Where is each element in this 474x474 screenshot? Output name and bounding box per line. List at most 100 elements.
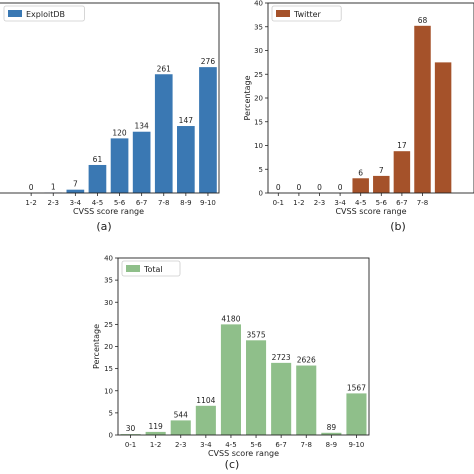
x-tick-label: 2-3 bbox=[314, 199, 325, 207]
y-tick-label: 0 bbox=[109, 432, 113, 440]
x-tick-label: 0-1 bbox=[273, 199, 284, 207]
bar-value-label: 147 bbox=[179, 116, 194, 125]
bar-9-10 bbox=[346, 393, 367, 435]
bar-value-label: 68 bbox=[418, 16, 428, 25]
bar-6-7 bbox=[393, 151, 411, 193]
x-tick-label: 6-7 bbox=[275, 441, 286, 449]
legend: Total bbox=[121, 260, 181, 277]
y-tick-label: 30 bbox=[254, 47, 263, 55]
bar-3-4 bbox=[66, 189, 85, 193]
bar-5-6 bbox=[246, 340, 267, 435]
legend-label: ExploitDB bbox=[26, 10, 65, 19]
bar-5-6 bbox=[110, 138, 129, 194]
x-tick-label: 2-3 bbox=[48, 199, 59, 207]
bar-6-7 bbox=[132, 131, 151, 193]
legend-label: Total bbox=[143, 265, 163, 274]
bar-value-label: 0 bbox=[276, 183, 281, 192]
bar-6-7 bbox=[271, 362, 292, 435]
x-tick-label: 6-7 bbox=[136, 199, 147, 207]
bar-1-2 bbox=[145, 431, 166, 435]
x-tick-label: 4-5 bbox=[92, 199, 103, 207]
y-tick-label: 15 bbox=[104, 365, 113, 373]
panel-caption: (b) bbox=[390, 220, 406, 233]
y-axis-label: Percentage bbox=[243, 75, 252, 120]
bar-4-5 bbox=[352, 178, 369, 193]
panel-caption: (a) bbox=[96, 220, 111, 233]
legend-swatch bbox=[276, 10, 290, 17]
x-axis-label: CVSS score range bbox=[73, 207, 144, 216]
bar-value-label: 17 bbox=[397, 141, 407, 150]
x-tick-label: 3-4 bbox=[200, 441, 212, 449]
bar-8-9 bbox=[434, 62, 452, 194]
y-axis-label: Percentage bbox=[92, 324, 101, 369]
x-tick-label: 4-5 bbox=[225, 441, 236, 449]
legend: ExploitDB bbox=[3, 5, 85, 22]
bar-value-label: 1567 bbox=[347, 383, 366, 392]
bar-value-label: 0 bbox=[338, 183, 343, 192]
bar-3-4 bbox=[195, 405, 216, 435]
y-tick-label: 10 bbox=[254, 142, 263, 150]
bar-2-3 bbox=[170, 420, 191, 435]
bar-value-label: 4180 bbox=[221, 314, 240, 323]
x-tick-label: 3-4 bbox=[334, 199, 346, 207]
bar-value-label: 120 bbox=[112, 128, 127, 137]
y-tick-label: 15 bbox=[254, 118, 263, 126]
legend-box bbox=[121, 260, 181, 277]
y-tick-label: 20 bbox=[104, 343, 113, 351]
chart-panel-2: 0 0-1 0 1-2 0 2-3 0 3-4 6 4-5 7 5-6 17 6-7 68 7-8 0 5 10 15… bbox=[243, 0, 474, 233]
y-tick-label: 5 bbox=[259, 166, 263, 174]
x-tick-label: 8-9 bbox=[180, 199, 191, 207]
bar-value-label: 2723 bbox=[272, 353, 291, 362]
bar-value-label: 6 bbox=[358, 168, 363, 177]
y-tick-label: 25 bbox=[104, 321, 113, 329]
x-tick-label: 9-10 bbox=[200, 199, 216, 207]
bar-4-5 bbox=[88, 164, 107, 193]
chart-panel-1: 0 1-2 1 2-3 7 3-4 61 4-5 120 5-6 134 6-7 261 7-8 147 8-… bbox=[0, 2, 220, 233]
x-tick-label: 1-2 bbox=[293, 199, 304, 207]
bar-value-label: 0 bbox=[317, 183, 322, 192]
bar-9-10 bbox=[199, 67, 217, 194]
x-tick-label: 5-6 bbox=[376, 199, 388, 207]
x-tick-label: 4-5 bbox=[355, 199, 366, 207]
bar-value-label: 2626 bbox=[297, 356, 316, 365]
x-tick-label: 1-2 bbox=[150, 441, 161, 449]
y-tick-label: 30 bbox=[104, 299, 113, 307]
bar-value-label: 544 bbox=[174, 410, 189, 419]
y-tick-label: 5 bbox=[109, 409, 113, 417]
bar-value-label: 0 bbox=[297, 183, 302, 192]
x-tick-label: 7-8 bbox=[158, 199, 169, 207]
bar-value-label: 276 bbox=[201, 57, 216, 66]
y-tick-label: 40 bbox=[254, 0, 263, 8]
bar-5-6 bbox=[373, 175, 390, 193]
legend-swatch bbox=[8, 10, 22, 17]
bar-value-label: 0 bbox=[29, 183, 34, 192]
x-tick-label: 0-1 bbox=[125, 441, 136, 449]
legend-box bbox=[271, 5, 342, 22]
legend-swatch bbox=[126, 265, 140, 272]
bar-value-label: 1 bbox=[51, 183, 56, 192]
y-tick-label: 0 bbox=[259, 190, 263, 198]
panel-caption: (c) bbox=[225, 458, 240, 471]
x-tick-label: 6-7 bbox=[396, 199, 407, 207]
x-tick-label: 1-2 bbox=[25, 199, 36, 207]
bar-value-label: 61 bbox=[93, 155, 103, 164]
bar-8-9 bbox=[177, 126, 195, 193]
x-axis-label: CVSS score range bbox=[335, 207, 406, 216]
plot-frame bbox=[117, 257, 370, 436]
y-tick-label: 40 bbox=[104, 255, 113, 263]
legend: Twitter bbox=[271, 5, 342, 22]
bar-8-9 bbox=[321, 432, 342, 435]
bar-7-8 bbox=[296, 365, 317, 435]
x-tick-label: 2-3 bbox=[175, 441, 186, 449]
y-tick-label: 20 bbox=[254, 95, 263, 103]
bar-7-8 bbox=[414, 25, 431, 193]
y-tick-label: 10 bbox=[104, 387, 113, 395]
x-tick-label: 7-8 bbox=[417, 199, 428, 207]
bar-7-8 bbox=[154, 74, 173, 193]
bar-value-label: 7 bbox=[379, 166, 384, 175]
legend-label: Twitter bbox=[293, 10, 322, 19]
bar-value-label: 7 bbox=[73, 180, 78, 189]
bar-value-label: 89 bbox=[327, 423, 337, 432]
bar-value-label: 30 bbox=[126, 424, 136, 433]
